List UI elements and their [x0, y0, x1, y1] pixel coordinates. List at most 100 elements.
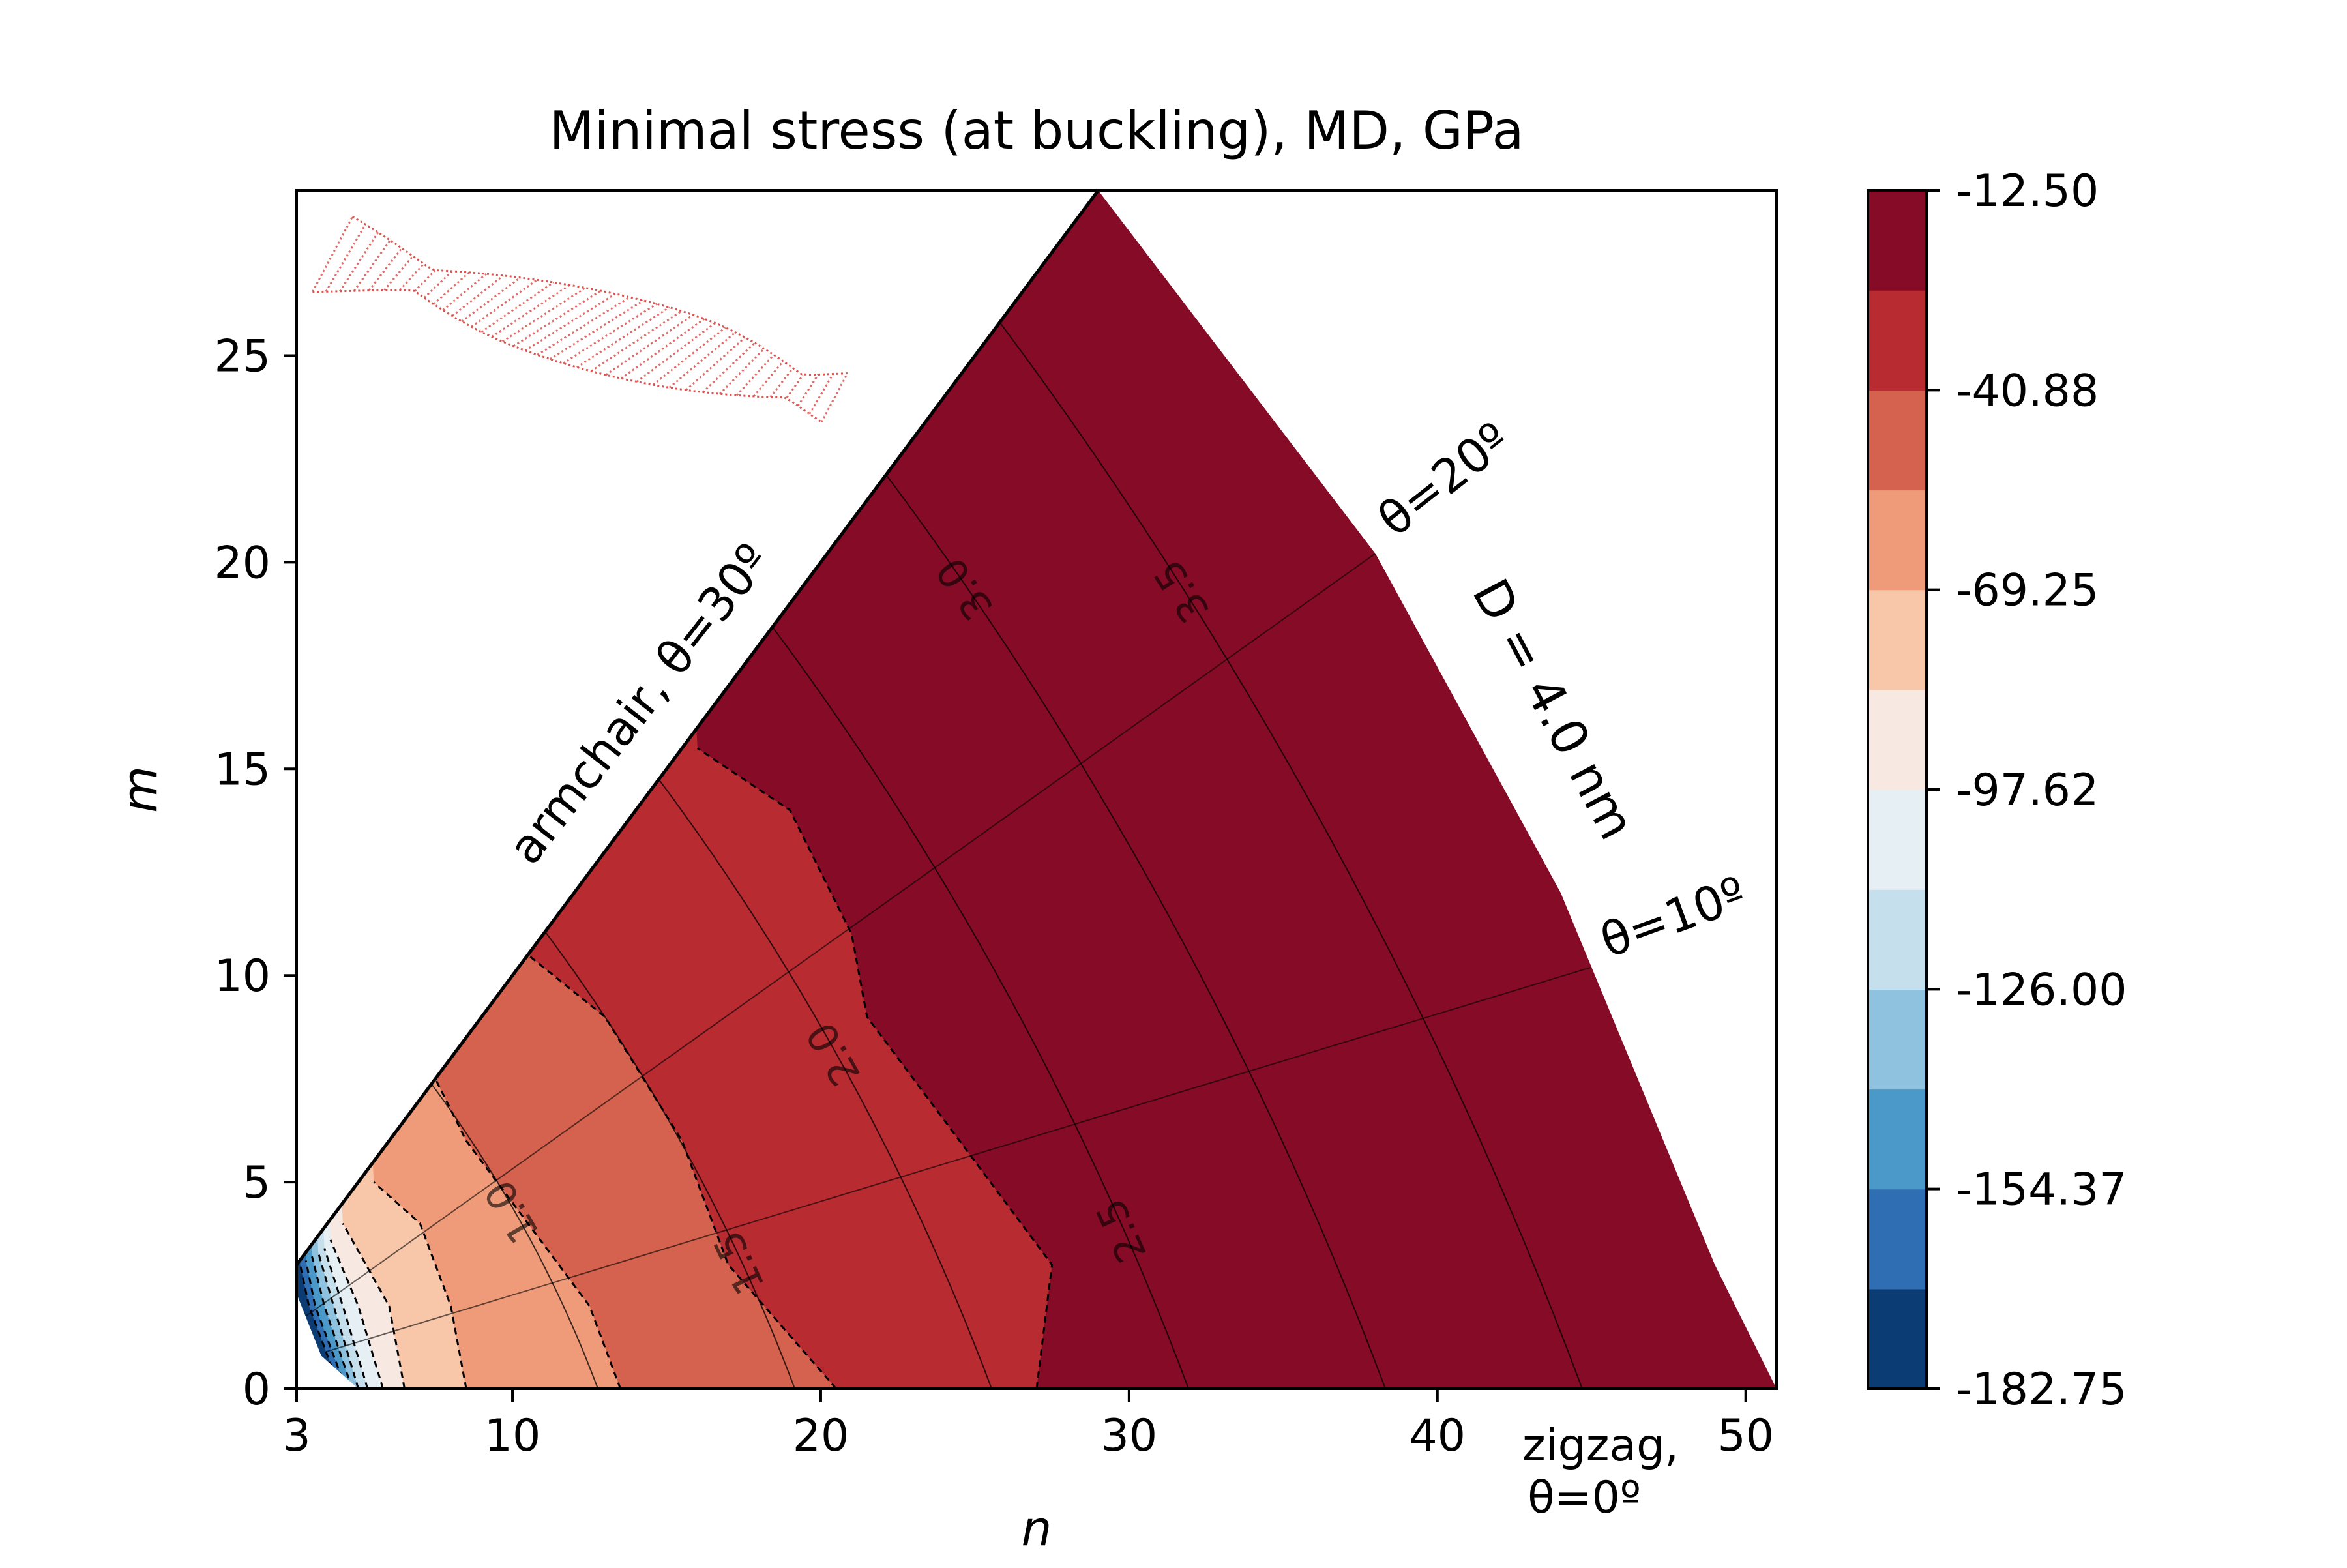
nanotube-segment	[702, 342, 756, 393]
colorbar-swatch	[1868, 190, 1926, 291]
nanotube-edge	[351, 216, 848, 376]
diameter-contour	[885, 474, 1386, 1389]
diameter-contour	[771, 627, 1189, 1389]
chart-title: Minimal stress (at buckling), MD, GPa	[550, 100, 1524, 161]
diameter-contour	[658, 778, 992, 1389]
nanotube-segment	[576, 306, 670, 368]
nanotube-segment	[353, 239, 391, 292]
angle-line	[325, 959, 1616, 1353]
theta-0-annotation: θ=0º	[1528, 1472, 1641, 1524]
nanotube-segment	[719, 348, 765, 395]
x-tick-label: 30	[1101, 1410, 1158, 1462]
nanotube-segment	[590, 310, 683, 372]
nanotube-segment	[797, 374, 819, 407]
theta-20-annotation: θ=20º	[1368, 411, 1520, 547]
diameter-contour	[430, 1084, 599, 1389]
nanotube-segment	[383, 255, 414, 291]
nanotube-segment	[752, 361, 784, 397]
nanotube-segment	[312, 216, 353, 293]
y-axis-label: m	[112, 766, 168, 813]
nanotube-segment	[769, 367, 794, 398]
stress-band-boundary	[329, 1239, 384, 1389]
stress-band-boundary	[317, 1252, 360, 1389]
colorbar: -12.50 -40.88 -69.25 -97.62 -126.00 -154.37 -1…	[1867, 166, 2127, 1415]
colorbar-swatch	[1868, 889, 1926, 990]
nanotube-segment	[480, 281, 554, 333]
nanotube-segment	[433, 271, 470, 305]
twisted-nanotube-icon	[312, 216, 849, 423]
colorbar-swatch	[1868, 589, 1926, 690]
nanotube-segment	[512, 289, 602, 348]
angle-line	[306, 544, 1389, 1316]
stress-band-region	[297, 926, 353, 1389]
x-tick-label: 10	[484, 1410, 541, 1462]
y-tick-label: 15	[214, 744, 271, 795]
colorbar-tick-label: -154.37	[1956, 1164, 2127, 1216]
reference-lines	[306, 321, 1616, 1389]
nanotube-segment	[451, 274, 504, 317]
nanotube-segment	[399, 263, 424, 291]
nanotube-segment	[562, 303, 658, 364]
colorbar-swatch	[1868, 1288, 1926, 1389]
nanotube-segment	[786, 374, 804, 398]
nanotube-segment	[537, 296, 630, 356]
y-tick-label: 0	[243, 1364, 271, 1415]
x-tick-label: 40	[1410, 1410, 1466, 1462]
nanotube-edge	[312, 289, 822, 423]
colorbar-tick-label: -182.75	[1956, 1364, 2127, 1415]
colorbar-swatch	[1868, 989, 1926, 1090]
band-edges	[299, 747, 1054, 1389]
y-tick-label: 10	[214, 951, 271, 1002]
colorbar-swatch	[1868, 1089, 1926, 1190]
nanotube-segment	[668, 331, 736, 389]
stress-bands	[297, 190, 1777, 1389]
stress-band-boundary	[373, 1181, 467, 1389]
stress-band-boundary	[434, 1078, 622, 1389]
colorbar-swatch	[1868, 290, 1926, 391]
y-tick-label: 25	[214, 331, 271, 383]
nanotube-segment	[524, 293, 616, 351]
nanotube-segment	[735, 354, 775, 396]
y-tick-label: 20	[214, 537, 271, 589]
stress-band-boundary	[342, 1222, 406, 1389]
nanotube-segment	[620, 318, 705, 379]
nanotube-segment	[820, 372, 849, 423]
nanotube-segment	[605, 314, 694, 376]
nanotube-segment	[549, 299, 644, 361]
x-axis-label: n	[1022, 1501, 1052, 1557]
x-tick-label: 3	[282, 1410, 310, 1462]
stress-band-boundary	[323, 1248, 369, 1389]
nanotube-segment	[471, 279, 538, 328]
colorbar-tick-label: -40.88	[1956, 365, 2099, 417]
y-axis-ticks: 0 5 10 15 20 25	[214, 331, 297, 1415]
colorbar-tick-label: -126.00	[1956, 964, 2127, 1016]
nanotube-segment	[423, 270, 453, 299]
colorbar-tick-label: -69.25	[1956, 565, 2099, 617]
colorbar-swatch	[1868, 1189, 1926, 1290]
armchair-line	[295, 189, 1100, 1266]
colorbar-swatch	[1868, 790, 1926, 890]
diameter-contour	[999, 321, 1583, 1389]
x-tick-label: 50	[1717, 1410, 1774, 1462]
nanotube-segment	[652, 327, 726, 386]
zigzag-annotation: zigzag,	[1522, 1420, 1679, 1472]
stress-band-boundary	[696, 747, 1054, 1389]
nanotube-segment	[491, 284, 570, 338]
colorbar-tick-label: -12.50	[1956, 166, 2099, 217]
nanotube-segment	[685, 336, 746, 391]
nanotube-segment	[442, 273, 487, 311]
theta-10-annotation: θ=10º	[1593, 866, 1753, 969]
diameter-contour	[544, 931, 795, 1389]
nanotube-segment	[414, 269, 436, 292]
y-tick-label: 5	[243, 1157, 271, 1209]
nanotube-segment	[808, 373, 834, 415]
nanotube-segment	[501, 287, 586, 343]
colorbar-swatch	[1868, 390, 1926, 491]
plot-area: 1.01.52.02.53.0 3.5	[295, 189, 1777, 1389]
axes-frame	[295, 189, 1778, 1390]
x-tick-label: 20	[793, 1410, 849, 1462]
nanotube-segment	[461, 276, 521, 323]
x-axis-ticks: 3 10 20 30 40 50	[282, 1389, 1774, 1462]
